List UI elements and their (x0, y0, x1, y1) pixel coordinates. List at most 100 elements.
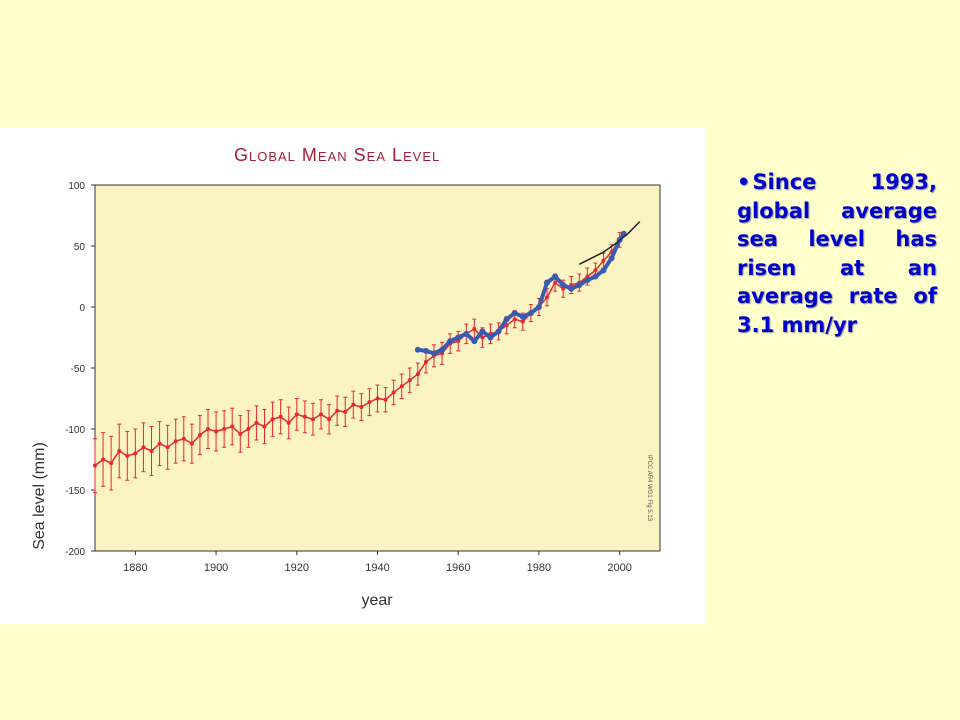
tide-gauge-point (173, 439, 178, 444)
tide-gauge-point (367, 400, 372, 405)
tide-gauge-point (165, 445, 170, 450)
y-tick-label: -150 (65, 486, 85, 497)
tide-gauge-point (351, 402, 356, 407)
satellite-point (527, 310, 534, 317)
satellite-point (503, 316, 510, 323)
tide-gauge-point (270, 417, 275, 422)
satellite-point (600, 267, 607, 274)
tide-gauge-point (222, 427, 227, 431)
satellite-point (439, 346, 446, 353)
tide-gauge-point (133, 451, 138, 456)
satellite-point (519, 313, 526, 320)
satellite-point (471, 338, 478, 345)
y-tick-label: -100 (65, 425, 85, 436)
bullet-point: •Since 1993, global average sea level ha… (737, 168, 937, 339)
tide-gauge-point (359, 405, 364, 410)
tide-gauge-point (327, 417, 332, 422)
x-axis-label: year (361, 592, 393, 609)
tide-gauge-point (262, 424, 267, 429)
chart-title: Global Mean Sea Level (234, 145, 440, 165)
tide-gauge-point (545, 295, 549, 300)
tide-gauge-point (601, 258, 606, 263)
y-tick-label: 100 (68, 181, 85, 192)
tide-gauge-point (383, 397, 388, 402)
tide-gauge-point (246, 427, 251, 431)
x-tick-label: 1940 (365, 562, 389, 574)
satellite-point (584, 277, 591, 284)
satellite-point (560, 282, 567, 289)
plot-area (94, 184, 661, 552)
bullet-text: Since 1993, global average sea level has… (737, 170, 937, 337)
y-tick-label: -50 (71, 364, 86, 375)
tide-gauge-point (407, 378, 412, 383)
tide-gauge-point (278, 414, 283, 419)
satellite-point (535, 304, 542, 310)
tide-gauge-point (157, 441, 162, 446)
tide-gauge-point (472, 326, 477, 331)
tide-gauge-point (141, 445, 146, 450)
x-tick-label: 1900 (204, 562, 228, 574)
satellite-point (495, 328, 502, 335)
tide-gauge-point (238, 431, 243, 436)
satellite-point (455, 334, 462, 341)
tide-gauge-point (101, 457, 106, 462)
trend-line (578, 221, 641, 265)
tide-gauge-point (181, 436, 186, 441)
tide-gauge-point (286, 420, 291, 425)
tide-gauge-point (302, 414, 307, 419)
x-tick-label: 1920 (285, 562, 309, 574)
satellite-point (568, 285, 575, 292)
satellite-point (608, 255, 615, 262)
satellite-point (544, 279, 550, 286)
sea-level-chart: Global Mean Sea Level 100 50 0 -50 -100 -150 -… (31, 145, 661, 609)
tide-gauge-point (254, 420, 259, 425)
tide-gauge-point (214, 429, 219, 434)
y-tick-label: 50 (74, 242, 86, 253)
tide-gauge-point (310, 417, 315, 422)
x-axis: 1880 1900 1920 1940 1960 1980 2000 (123, 551, 632, 574)
tide-gauge-point (423, 359, 428, 364)
tide-gauge-point (294, 412, 299, 417)
bullet-dot: • (737, 170, 751, 194)
tide-gauge-point (335, 408, 340, 413)
tide-gauge-point (375, 396, 380, 401)
satellite-point (576, 282, 583, 289)
satellite-point (511, 310, 518, 317)
satellite-point (487, 334, 494, 341)
tide-gauge-point (480, 335, 485, 340)
figure-credit: IPCC AR4 WG1 Fig 5.13 (646, 455, 652, 522)
tide-gauge-point (512, 317, 517, 322)
x-tick-label: 2000 (607, 562, 631, 574)
x-tick-label: 1880 (123, 562, 147, 574)
tide-gauge-point (391, 390, 396, 395)
y-axis: 100 50 0 -50 -100 -150 -200 (65, 181, 95, 558)
tide-gauge-point (415, 372, 420, 377)
tide-gauge-point (125, 453, 130, 458)
tide-gauge-point (189, 441, 194, 446)
tide-gauge-point (319, 412, 323, 417)
tide-gauge-point (593, 268, 598, 273)
satellite-point (479, 328, 486, 335)
satellite-point (463, 330, 470, 337)
tide-gauge-point (230, 424, 235, 429)
satellite-point (431, 350, 437, 357)
figure: Global Mean Sea Level 100 50 0 -50 -100 -150 -… (0, 128, 706, 624)
tide-gauge-point (520, 319, 525, 324)
x-tick-label: 1960 (446, 562, 470, 574)
chart-marks (93, 221, 641, 493)
tide-gauge-point (197, 433, 202, 438)
tide-gauge-point (109, 461, 114, 466)
tide-gauge-point (206, 427, 210, 431)
tide-gauge-point (343, 409, 348, 414)
tide-gauge-point (93, 463, 97, 468)
x-tick-label: 1980 (527, 562, 551, 574)
y-axis-label: Sea level (mm) (31, 442, 48, 550)
tide-gauge-point (117, 448, 122, 453)
satellite-point (592, 273, 599, 280)
tide-gauge-point (399, 384, 404, 389)
y-tick-label: -200 (65, 547, 85, 558)
satellite-point (447, 338, 454, 345)
y-tick-label: 0 (79, 303, 85, 314)
tide-gauge-point (553, 280, 558, 285)
tide-gauge-point (149, 448, 154, 453)
